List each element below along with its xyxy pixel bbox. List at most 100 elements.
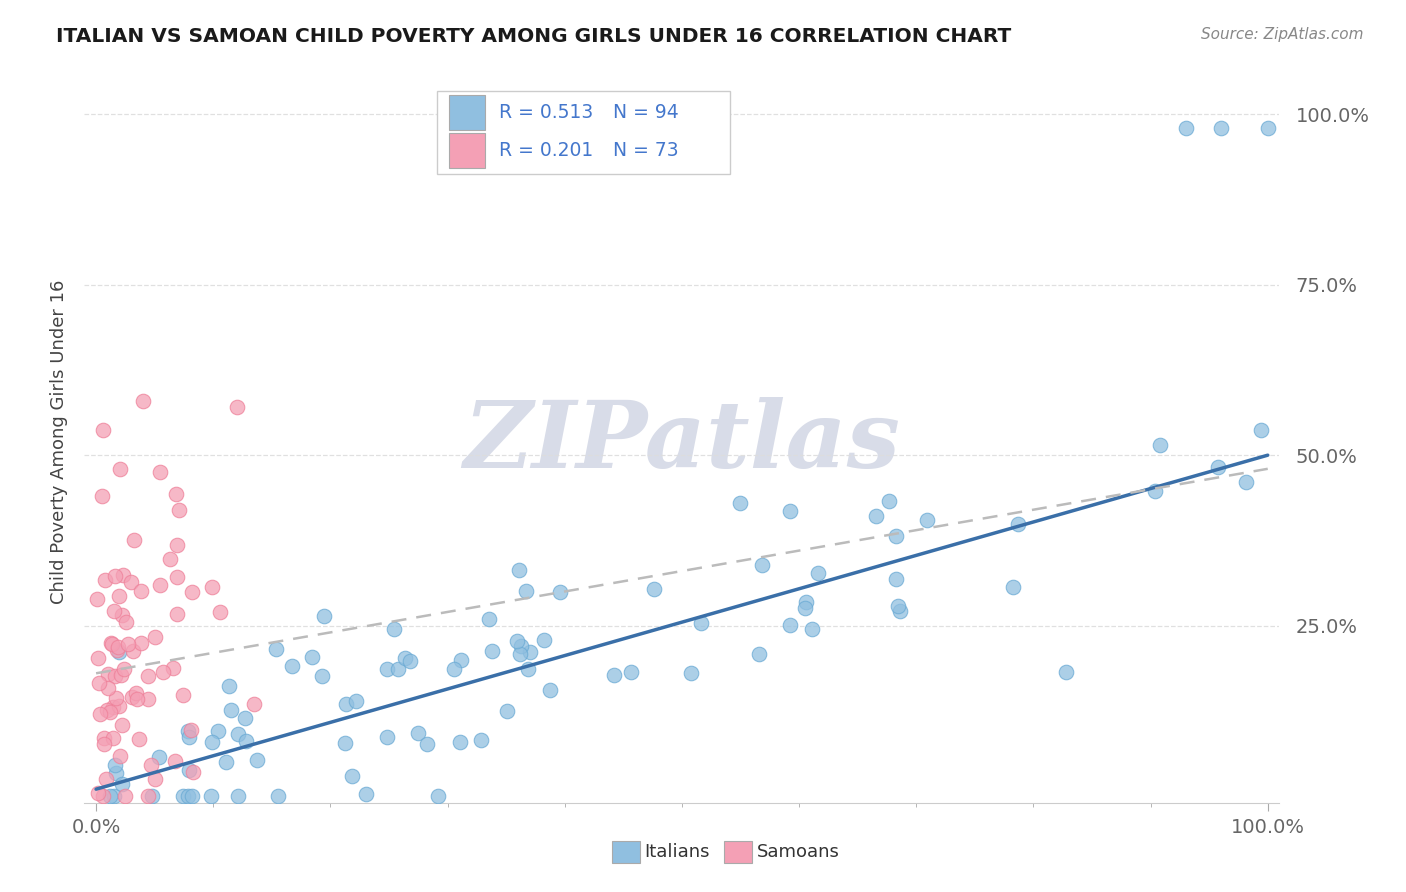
Point <box>167 503 190 517</box>
Point <box>117 637 139 651</box>
Point <box>399 654 422 668</box>
Bar <box>449 133 485 168</box>
Point <box>807 566 830 581</box>
Point <box>219 702 242 716</box>
Point <box>449 735 471 749</box>
Point <box>1144 484 1167 499</box>
Point <box>496 704 519 718</box>
Point <box>100 636 122 650</box>
Point <box>129 636 152 650</box>
Point <box>538 682 561 697</box>
Text: N = 73: N = 73 <box>613 141 678 160</box>
Point <box>143 772 166 787</box>
Point <box>335 698 357 712</box>
Point <box>333 736 356 750</box>
Point <box>643 582 665 597</box>
Point <box>177 730 200 744</box>
Point <box>427 789 450 803</box>
Point <box>104 758 127 772</box>
Point <box>165 754 187 768</box>
Point <box>180 789 202 803</box>
Point <box>312 609 335 624</box>
Point <box>1209 120 1232 135</box>
Point <box>97 681 120 695</box>
Point <box>91 789 114 803</box>
Point <box>794 600 817 615</box>
Point <box>105 642 128 657</box>
Text: ZIPatlas: ZIPatlas <box>464 397 900 486</box>
Point <box>93 731 115 746</box>
Point <box>301 650 323 665</box>
Point <box>344 694 367 708</box>
Point <box>917 512 939 526</box>
Point <box>101 637 124 651</box>
Point <box>180 585 202 599</box>
Point <box>121 690 143 705</box>
Point <box>889 604 911 618</box>
Point <box>181 765 204 780</box>
Point <box>128 731 150 746</box>
Point <box>110 668 132 682</box>
Point <box>264 642 287 657</box>
Point <box>481 643 503 657</box>
Point <box>1001 580 1024 594</box>
Point <box>450 653 472 667</box>
Point <box>87 651 110 665</box>
Point <box>91 423 114 437</box>
Point <box>1250 423 1272 437</box>
Point <box>108 462 131 476</box>
Point <box>148 750 170 764</box>
Point <box>387 662 409 676</box>
Point <box>93 737 115 751</box>
Point <box>228 727 250 741</box>
Point <box>267 789 290 803</box>
Point <box>110 718 132 732</box>
Point <box>87 675 110 690</box>
Point <box>801 623 824 637</box>
Point <box>375 731 398 745</box>
Point <box>148 578 170 592</box>
Point <box>394 651 416 665</box>
Point <box>152 665 174 679</box>
Point <box>533 632 555 647</box>
Point <box>97 667 120 681</box>
Point <box>173 789 195 803</box>
Point <box>172 689 194 703</box>
Point <box>200 789 222 803</box>
Point <box>1054 665 1077 680</box>
Point <box>90 489 114 503</box>
Point <box>101 699 124 714</box>
Point <box>136 691 159 706</box>
Point <box>516 662 538 676</box>
Point <box>679 665 702 680</box>
Point <box>1174 120 1197 135</box>
Point <box>509 647 531 661</box>
Point <box>114 662 136 676</box>
Point <box>104 568 127 582</box>
Point <box>138 669 160 683</box>
Point <box>470 733 492 747</box>
Point <box>208 605 231 619</box>
Point <box>108 645 131 659</box>
Point <box>143 630 166 644</box>
Point <box>107 640 129 654</box>
Point <box>779 503 801 517</box>
Point <box>689 615 711 630</box>
FancyBboxPatch shape <box>437 91 730 174</box>
Point <box>235 734 257 748</box>
Point <box>375 662 398 676</box>
Point <box>149 465 172 479</box>
Point <box>201 581 224 595</box>
Point <box>887 599 910 614</box>
Point <box>340 769 363 783</box>
Point <box>122 644 145 658</box>
Point <box>110 748 132 763</box>
Point <box>89 707 111 722</box>
Point <box>111 607 134 622</box>
Point <box>166 538 188 552</box>
Point <box>218 679 240 693</box>
Point <box>519 645 541 659</box>
Point <box>233 711 256 725</box>
Point <box>506 634 529 648</box>
Point <box>166 607 188 622</box>
